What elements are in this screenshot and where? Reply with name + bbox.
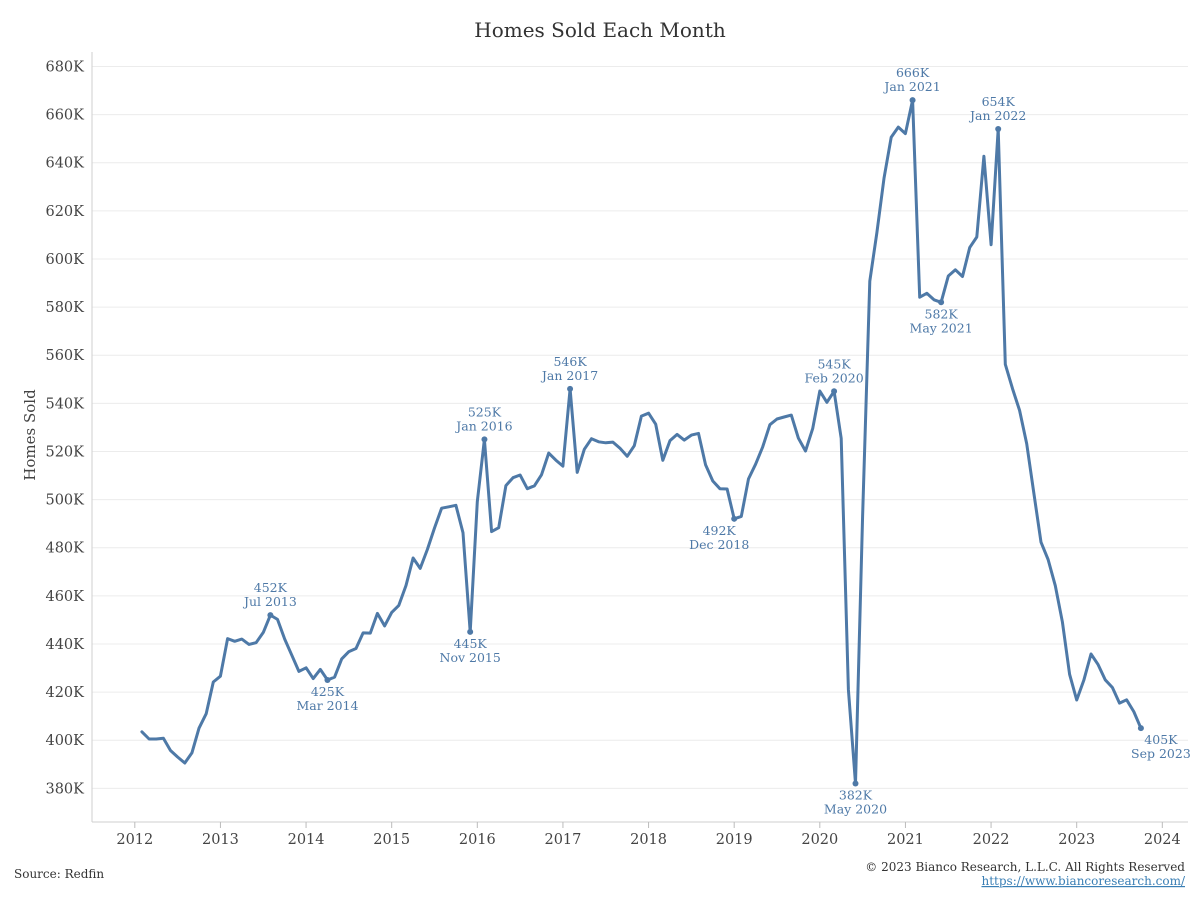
annotation-marker <box>481 436 488 443</box>
x-tick-label: 2015 <box>373 832 410 848</box>
x-tick-label: 2021 <box>887 832 924 848</box>
x-tick-label: 2016 <box>459 832 496 848</box>
annotation-value: 425K <box>311 684 345 699</box>
annotation-marker <box>467 628 474 635</box>
y-tick-label: 640K <box>45 156 85 172</box>
y-tick-label: 600K <box>45 252 85 268</box>
website-link[interactable]: https://www.biancoresearch.com/ <box>981 874 1185 888</box>
x-tick-label: 2013 <box>202 832 239 848</box>
annotation-marker <box>267 612 274 619</box>
chart-title: Homes Sold Each Month <box>474 18 726 42</box>
annotation-value: 382K <box>839 788 873 803</box>
y-tick-label: 680K <box>45 59 85 75</box>
annotation-value: 666K <box>896 65 930 80</box>
x-tick-label: 2022 <box>973 832 1010 848</box>
y-tick-label: 400K <box>45 733 85 749</box>
y-tick-label: 460K <box>45 589 85 605</box>
annotation-value: 545K <box>817 356 851 371</box>
source-note: Source: Redfin <box>14 867 104 881</box>
y-tick-label: 620K <box>45 204 85 220</box>
x-tick-label: 2012 <box>116 832 153 848</box>
annotation-marker <box>324 677 331 684</box>
annotation-date: May 2021 <box>910 320 973 335</box>
annotation-marker <box>909 97 916 104</box>
y-tick-label: 380K <box>45 781 85 797</box>
x-tick-label: 2017 <box>544 832 581 848</box>
annotation-date: Jul 2013 <box>242 594 297 609</box>
annotation-value: 445K <box>454 636 488 651</box>
annotation-marker <box>852 780 859 787</box>
annotation-date: Jan 2022 <box>968 108 1026 123</box>
series-line <box>140 98 1143 785</box>
annotation-marker <box>1137 725 1144 732</box>
y-tick-label: 560K <box>45 348 85 364</box>
annotation-value: 525K <box>468 404 502 419</box>
annotation-date: Dec 2018 <box>689 537 749 552</box>
y-tick-label: 580K <box>45 300 85 316</box>
annotation-date: Sep 2023 <box>1131 746 1191 761</box>
x-tick-label: 2014 <box>288 832 325 848</box>
x-tick-label: 2019 <box>716 832 753 848</box>
y-tick-label: 480K <box>45 541 85 557</box>
y-tick-label: 420K <box>45 685 85 701</box>
annotation-marker <box>731 515 738 522</box>
annotation-value: 405K <box>1144 732 1178 747</box>
annotation-marker <box>831 388 838 395</box>
x-tick-label: 2023 <box>1058 832 1095 848</box>
y-tick-label: 440K <box>45 637 85 653</box>
annotation-value: 582K <box>925 306 959 321</box>
annotation-date: Nov 2015 <box>440 650 501 665</box>
annotation-marker <box>567 385 574 392</box>
x-tick-label: 2024 <box>1144 832 1181 848</box>
annotation-marker <box>938 299 945 306</box>
copyright-note: © 2023 Bianco Research, L.L.C. All Right… <box>865 860 1185 874</box>
annotation-date: Jan 2021 <box>882 79 940 94</box>
y-axis-label: Homes Sold <box>21 389 39 481</box>
annotation-date: Jan 2017 <box>540 368 598 383</box>
annotation-value: 452K <box>254 580 288 595</box>
x-tick-label: 2020 <box>801 832 838 848</box>
annotation-date: Mar 2014 <box>296 698 358 713</box>
annotation-value: 546K <box>553 354 587 369</box>
annotation-date: May 2020 <box>824 802 887 817</box>
annotation-marker <box>995 126 1002 132</box>
annotation-date: Feb 2020 <box>804 370 863 385</box>
y-tick-label: 500K <box>45 493 85 509</box>
y-tick-label: 660K <box>45 108 85 124</box>
axes: 380K 400K 420K 440K 460K 480K 500K 520K 540K 560K… <box>45 52 1188 848</box>
y-tick-label: 540K <box>45 396 85 412</box>
annotation-value: 654K <box>982 94 1016 109</box>
series-layer <box>140 98 1143 785</box>
annotation-date: Jan 2016 <box>454 418 512 433</box>
x-tick-label: 2018 <box>630 832 667 848</box>
gridlines <box>92 65 1188 789</box>
y-tick-label: 520K <box>45 444 85 460</box>
annotation-value: 492K <box>703 523 737 538</box>
